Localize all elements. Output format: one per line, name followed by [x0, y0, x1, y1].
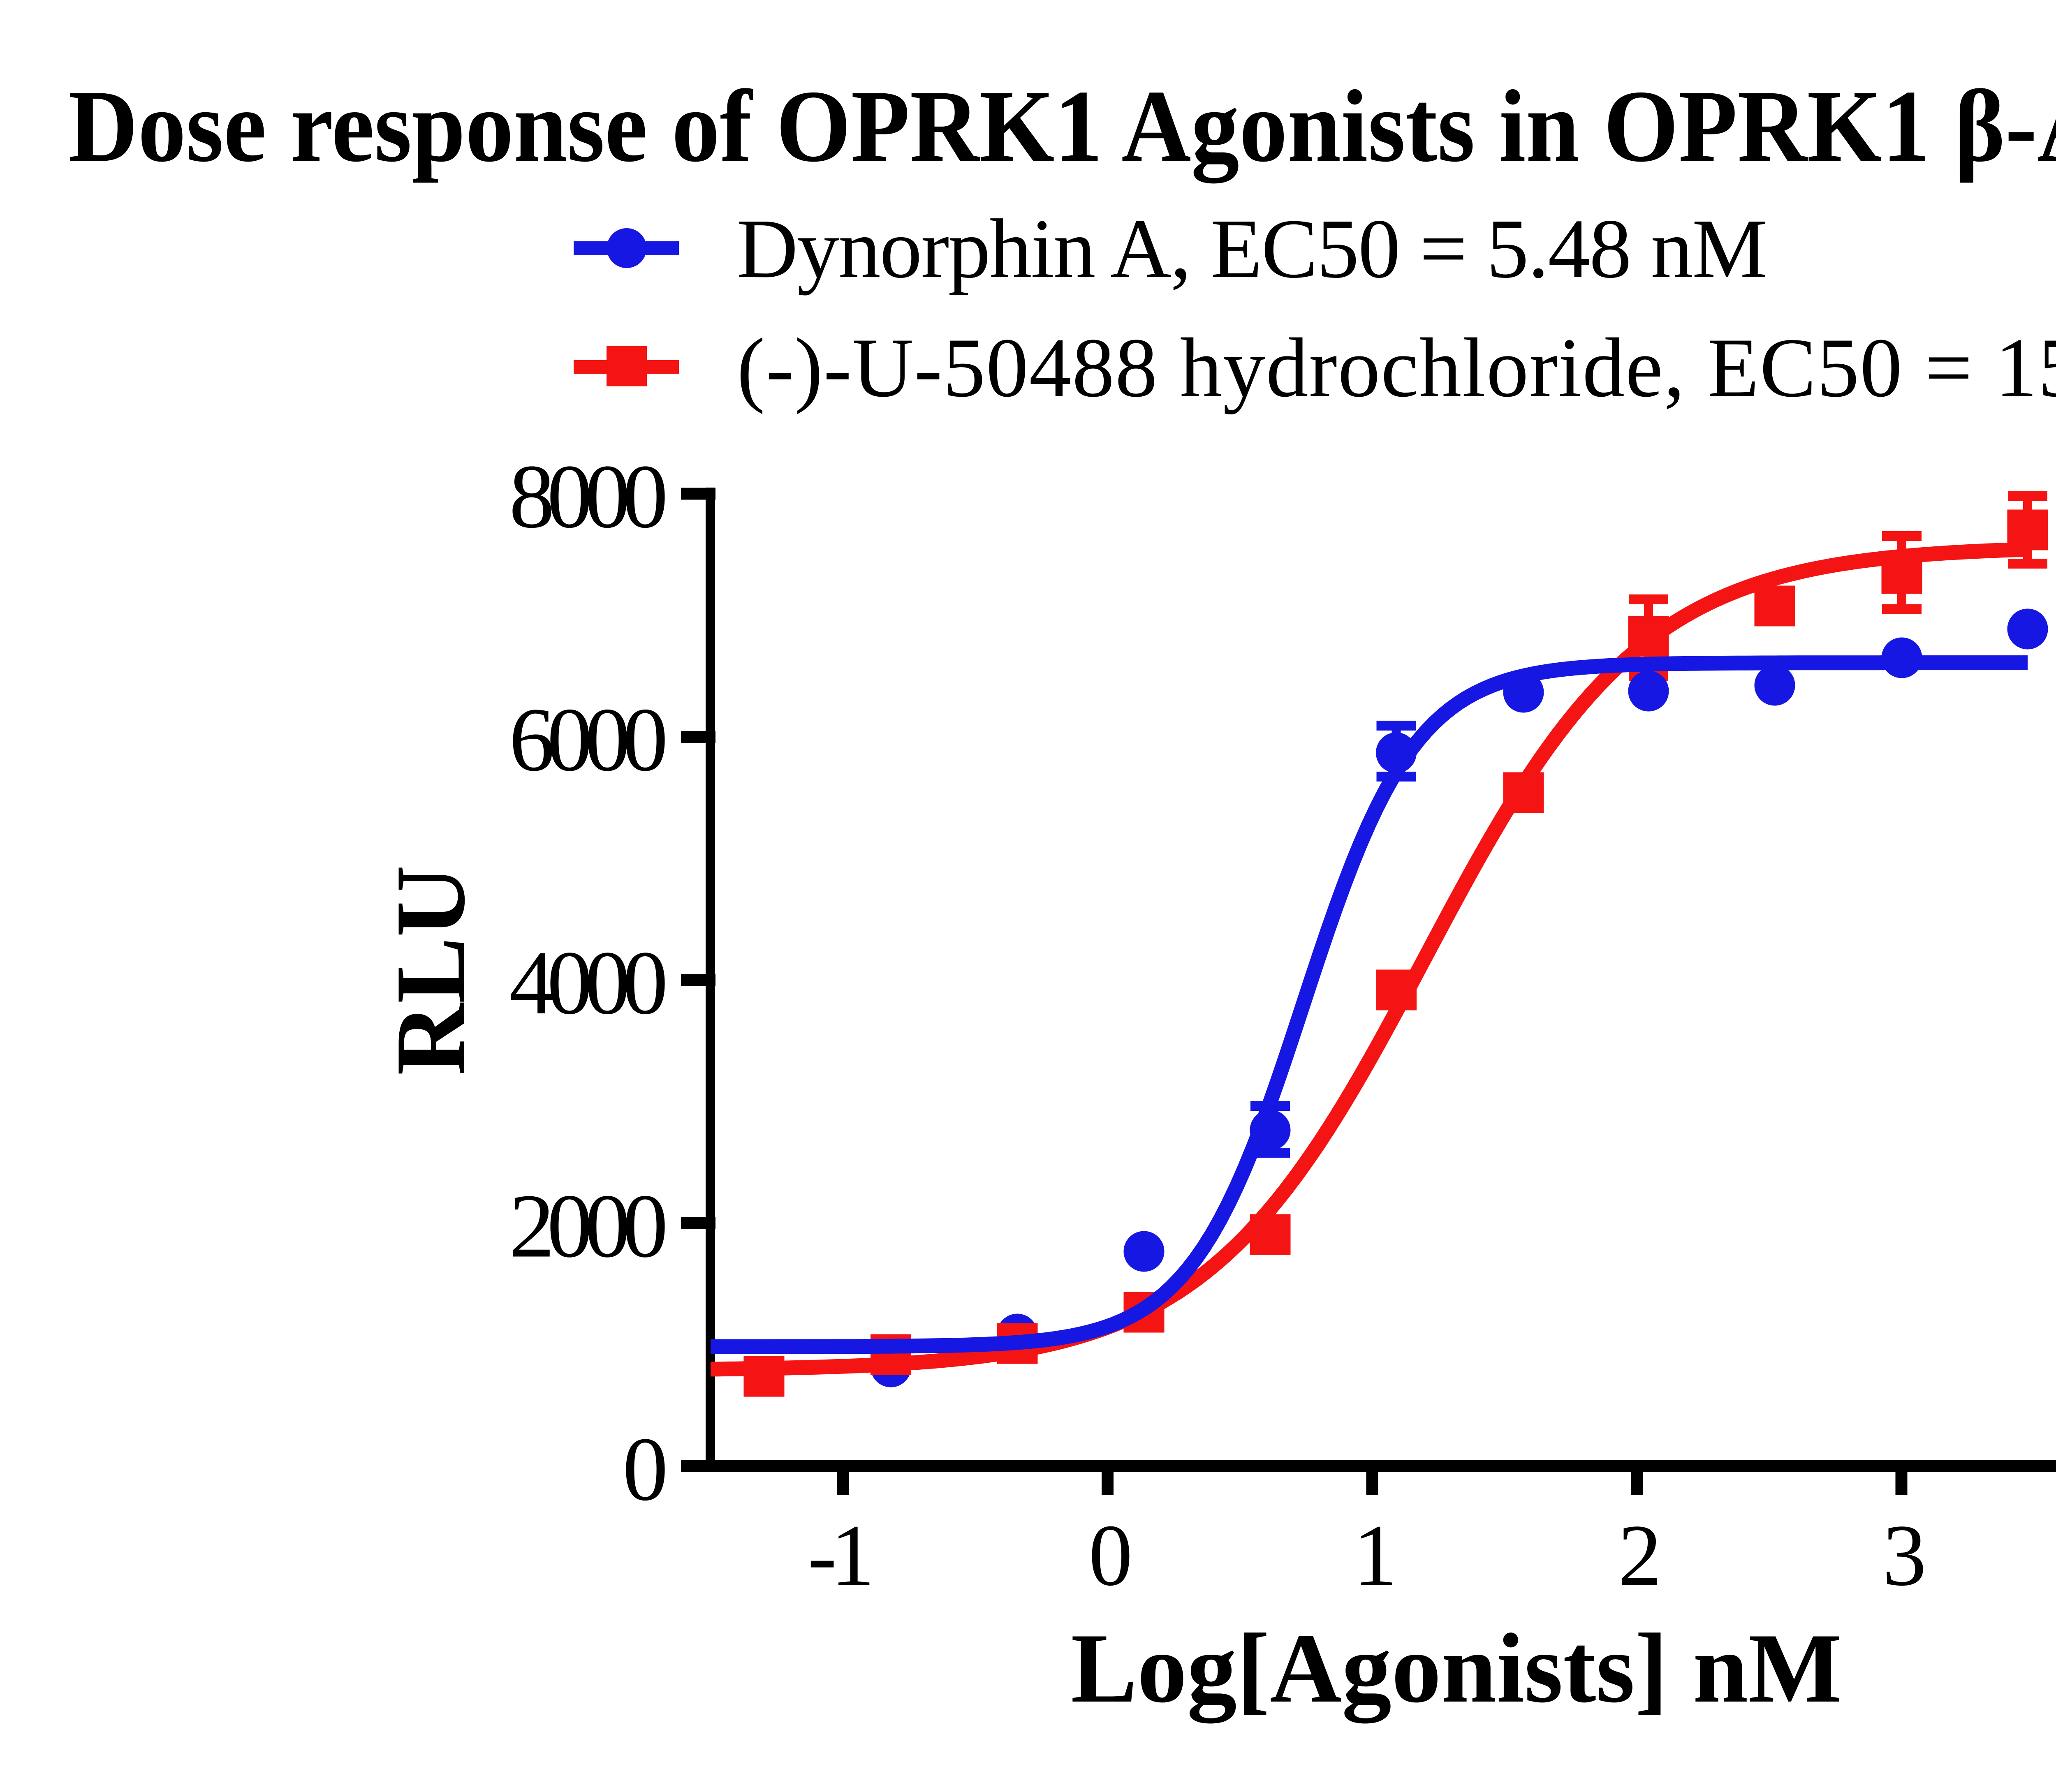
svg-text:2000: 2000 [509, 1176, 665, 1277]
svg-text:6000: 6000 [509, 689, 665, 791]
svg-text:4000: 4000 [509, 932, 665, 1034]
svg-text:Dose response of OPRK1 Agonist: Dose response of OPRK1 Agonists in OPRK1… [68, 69, 2056, 184]
svg-text:RLU: RLU [375, 865, 486, 1075]
svg-text:(-)-U-50488 hydrochloride, EC5: (-)-U-50488 hydrochloride, EC50 = 15.8 n… [737, 321, 2056, 415]
svg-text:3: 3 [1882, 1507, 1923, 1604]
svg-text:2: 2 [1618, 1507, 1658, 1604]
svg-text:0: 0 [1089, 1507, 1130, 1604]
svg-text:0: 0 [623, 1419, 665, 1520]
svg-text:Dynorphin A, EC50 = 5.48 nM: Dynorphin A, EC50 = 5.48 nM [737, 201, 1767, 296]
svg-text:Log[Agonists] nM: Log[Agonists] nM [1071, 1613, 1842, 1723]
svg-text:8000: 8000 [509, 446, 665, 547]
svg-text:1: 1 [1353, 1507, 1392, 1604]
svg-text:-1: -1 [808, 1507, 870, 1604]
